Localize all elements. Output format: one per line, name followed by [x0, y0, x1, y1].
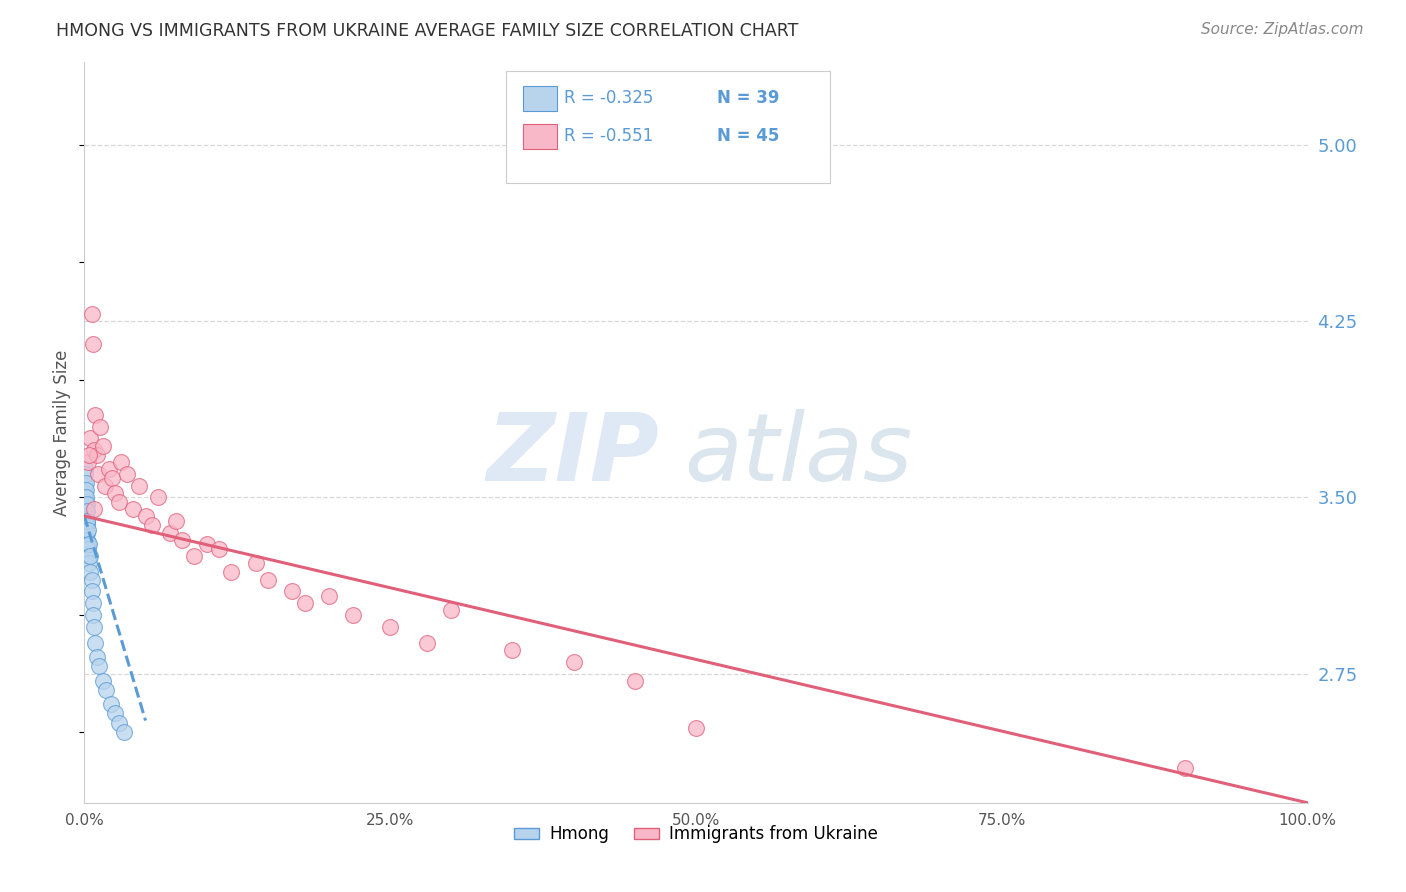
Point: [86, 650, 108, 665]
Text: atlas: atlas: [683, 409, 912, 500]
Point: [76, 514, 98, 528]
Point: [83, 619, 105, 633]
Point: [122, 502, 145, 516]
Point: [91, 673, 114, 688]
Point: [75, 502, 97, 516]
Text: N = 39: N = 39: [717, 89, 779, 107]
Point: [76, 518, 98, 533]
Point: [104, 485, 127, 500]
Point: [82, 596, 104, 610]
Point: [77, 523, 100, 537]
Point: [685, 721, 707, 735]
Text: ZIP: ZIP: [486, 409, 659, 500]
Point: [172, 533, 194, 547]
Point: [73, 462, 96, 476]
Point: [89, 419, 111, 434]
Point: [1174, 760, 1197, 774]
Point: [440, 603, 463, 617]
Point: [73, 478, 96, 492]
Point: [77, 541, 100, 556]
Point: [318, 589, 340, 603]
Point: [79, 549, 101, 563]
Point: [294, 596, 316, 610]
Point: [80, 584, 103, 599]
Point: [77, 448, 100, 462]
Text: Source: ZipAtlas.com: Source: ZipAtlas.com: [1201, 22, 1364, 37]
Point: [281, 584, 304, 599]
Point: [107, 715, 129, 730]
Point: [208, 541, 231, 556]
Point: [76, 537, 98, 551]
Point: [84, 636, 107, 650]
Point: [112, 725, 135, 739]
Point: [562, 655, 585, 669]
Legend: Hmong, Immigrants from Ukraine: Hmong, Immigrants from Ukraine: [508, 819, 884, 850]
Point: [75, 476, 97, 491]
Point: [77, 549, 100, 563]
Point: [84, 408, 107, 422]
Point: [624, 673, 647, 688]
Point: [183, 549, 205, 563]
Point: [380, 619, 402, 633]
Point: [416, 636, 439, 650]
Point: [76, 514, 98, 528]
Point: [87, 659, 110, 673]
Point: [79, 432, 101, 446]
Point: [77, 537, 100, 551]
Point: [219, 566, 242, 580]
Point: [245, 556, 267, 570]
Point: [87, 467, 110, 481]
Point: [342, 607, 364, 622]
Point: [100, 697, 122, 711]
Point: [135, 509, 157, 524]
Point: [80, 573, 103, 587]
Text: N = 45: N = 45: [717, 128, 779, 145]
Point: [76, 504, 98, 518]
Point: [82, 337, 104, 351]
Point: [75, 485, 97, 500]
Point: [75, 490, 97, 504]
Point: [76, 525, 98, 540]
Point: [104, 706, 127, 721]
Text: HMONG VS IMMIGRANTS FROM UKRAINE AVERAGE FAMILY SIZE CORRELATION CHART: HMONG VS IMMIGRANTS FROM UKRAINE AVERAGE…: [56, 22, 799, 40]
Point: [101, 471, 124, 485]
Text: R = -0.325: R = -0.325: [564, 89, 654, 107]
Point: [75, 495, 97, 509]
Point: [146, 490, 169, 504]
Point: [115, 467, 138, 481]
Point: [79, 566, 101, 580]
Point: [75, 483, 97, 498]
Point: [75, 509, 97, 524]
Point: [96, 683, 118, 698]
Point: [107, 495, 129, 509]
Point: [76, 533, 98, 547]
Point: [91, 438, 114, 452]
Point: [502, 643, 524, 657]
Point: [257, 573, 280, 587]
Point: [165, 514, 187, 528]
Point: [83, 502, 105, 516]
Point: [195, 537, 218, 551]
Point: [110, 455, 132, 469]
Point: [128, 478, 150, 492]
Point: [86, 448, 108, 462]
Point: [77, 556, 100, 570]
Point: [76, 497, 98, 511]
Point: [75, 467, 97, 481]
Point: [159, 525, 181, 540]
Point: [80, 307, 103, 321]
Point: [77, 455, 100, 469]
Point: [94, 478, 117, 492]
Point: [82, 607, 104, 622]
Text: R = -0.551: R = -0.551: [564, 128, 652, 145]
Point: [141, 518, 163, 533]
Point: [83, 443, 105, 458]
Point: [97, 462, 120, 476]
Y-axis label: Average Family Size: Average Family Size: [53, 350, 72, 516]
